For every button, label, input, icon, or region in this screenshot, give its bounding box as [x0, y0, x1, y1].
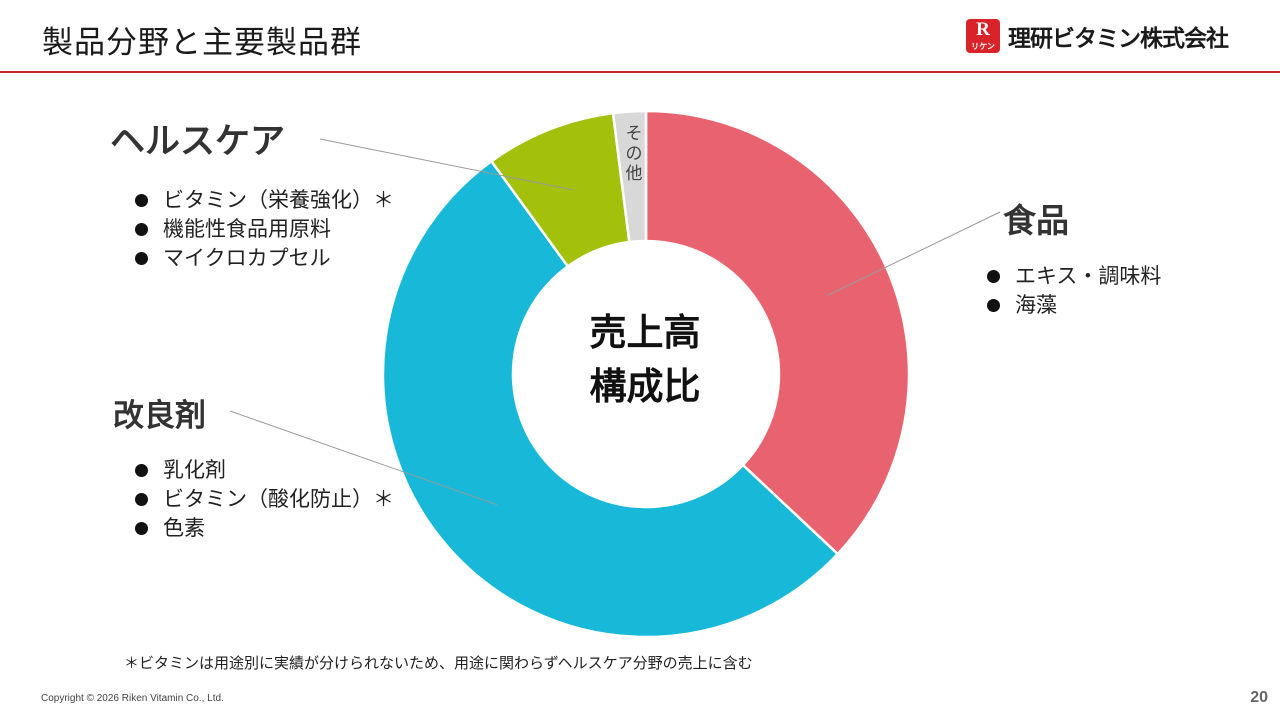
center-label-line-2: 構成比 — [589, 365, 701, 408]
page-title: 製品分野と主要製品群 — [42, 25, 362, 61]
page-number: 20 — [1250, 689, 1268, 706]
healthcare-product-list: ビタミン（栄養強化）＊ 機能性食品用原料 マイクロカプセル — [134, 186, 394, 273]
footnote: ＊ビタミンは用途別に実績が分けられないため、用途に関わらずヘルスケア分野の売上に… — [124, 654, 753, 672]
bullet-icon — [135, 522, 148, 535]
segment-label-other: その他 — [625, 124, 643, 184]
company-logo: R リケン 理研ビタミン株式会社 — [966, 18, 1229, 54]
donut-slice-other — [611, 109, 648, 244]
segment-heading-improver: 改良剤 — [113, 398, 206, 434]
list-item: 機能性食品用原料 — [134, 215, 394, 244]
list-item: 海藻 — [986, 291, 1161, 320]
leader-line-improver — [229, 410, 498, 506]
center-label-line-1: 売上高 — [589, 311, 701, 354]
list-item: 色素 — [134, 514, 394, 543]
donut-slice-improver — [381, 159, 840, 639]
copyright: Copyright © 2026 Riken Vitamin Co., Ltd. — [41, 693, 224, 704]
bullet-icon — [135, 194, 148, 207]
leader-line-food — [827, 211, 1001, 296]
bullet-icon — [135, 223, 148, 236]
bullet-icon — [987, 299, 1000, 312]
logo-mark-icon: R リケン — [966, 19, 1000, 53]
list-item: ビタミン（酸化防止）＊ — [134, 485, 394, 514]
leader-line-healthcare — [319, 138, 574, 191]
logo-text: 理研ビタミン株式会社 — [1008, 26, 1229, 52]
improver-product-list: 乳化剤 ビタミン（酸化防止）＊ 色素 — [134, 456, 394, 543]
list-item: ビタミン（栄養強化）＊ — [134, 186, 394, 215]
bullet-icon — [135, 464, 148, 477]
bullet-icon — [135, 493, 148, 506]
list-item: マイクロカプセル — [134, 244, 394, 273]
segment-heading-healthcare: ヘルスケア — [110, 122, 286, 162]
segment-heading-food: 食品 — [1003, 201, 1069, 240]
bullet-icon — [135, 252, 148, 265]
bullet-icon — [987, 270, 1000, 283]
donut-center-label: 売上高 構成比 — [540, 306, 750, 414]
donut-slice-food — [644, 109, 911, 556]
list-item: エキス・調味料 — [986, 262, 1161, 291]
food-product-list: エキス・調味料 海藻 — [986, 262, 1161, 320]
header-divider — [0, 71, 1280, 73]
list-item: 乳化剤 — [134, 456, 394, 485]
